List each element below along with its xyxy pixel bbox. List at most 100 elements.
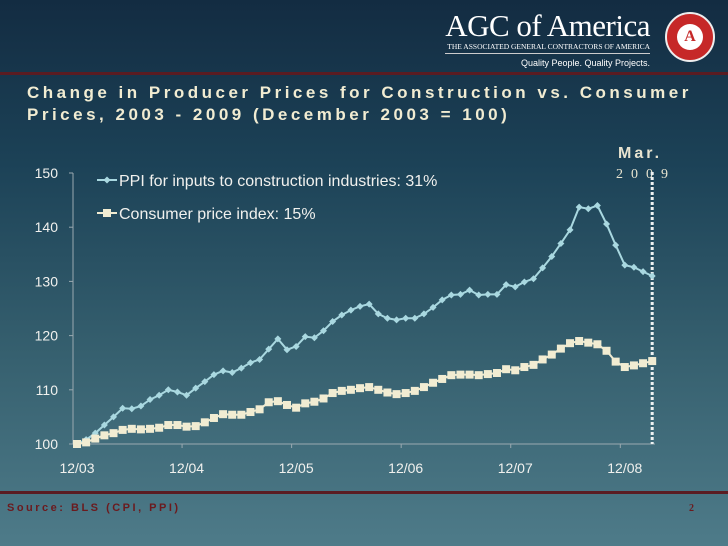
ppi-point bbox=[539, 264, 547, 272]
ppi-point bbox=[648, 272, 656, 280]
ppi-point bbox=[420, 310, 428, 318]
ppi-point bbox=[274, 335, 282, 343]
ppi-point bbox=[438, 296, 446, 304]
chart-title: Change in Producer Prices for Constructi… bbox=[27, 83, 692, 124]
cpi-point bbox=[301, 399, 310, 408]
cpi-point bbox=[520, 363, 529, 372]
ppi-point bbox=[100, 421, 108, 429]
cpi-point bbox=[538, 355, 547, 364]
ppi-point bbox=[630, 263, 638, 271]
cpi-point bbox=[584, 338, 593, 347]
cpi-point bbox=[492, 368, 501, 377]
ppi-point bbox=[511, 283, 519, 291]
cpi-point bbox=[383, 388, 392, 397]
ppi-point bbox=[575, 203, 583, 211]
y-tick-label: 120 bbox=[35, 328, 59, 344]
ppi-point bbox=[119, 404, 127, 412]
legend-label: PPI for inputs to construction industrie… bbox=[119, 173, 437, 190]
ppi-point bbox=[411, 314, 419, 322]
cpi-point bbox=[228, 410, 237, 419]
cpi-point bbox=[328, 389, 337, 398]
cpi-point bbox=[566, 339, 575, 348]
cpi-point bbox=[639, 359, 648, 368]
cpi-point bbox=[82, 438, 91, 447]
cpi-point bbox=[593, 340, 602, 349]
cpi-point bbox=[237, 410, 246, 419]
ppi-point bbox=[429, 303, 437, 311]
ppi-point bbox=[566, 226, 574, 234]
cpi-point bbox=[511, 366, 520, 375]
ppi-point bbox=[219, 367, 227, 375]
cpi-point bbox=[255, 405, 264, 414]
ppi-point bbox=[374, 310, 382, 318]
cpi-point bbox=[346, 385, 355, 394]
ppi-point bbox=[557, 239, 565, 247]
cpi-point bbox=[648, 357, 657, 366]
x-tick-label: 12/03 bbox=[59, 460, 94, 476]
ppi-point bbox=[246, 359, 254, 367]
ppi-point bbox=[347, 306, 355, 314]
cpi-point bbox=[182, 422, 191, 431]
x-tick-label: 12/08 bbox=[607, 460, 642, 476]
cpi-point bbox=[465, 370, 474, 379]
cpi-point bbox=[474, 371, 483, 380]
logo-name: AGC of America bbox=[445, 8, 650, 43]
ppi-point bbox=[520, 278, 528, 286]
cpi-point bbox=[273, 397, 282, 406]
cpi-point bbox=[118, 425, 127, 434]
cpi-point bbox=[438, 374, 447, 383]
ppi-point bbox=[475, 291, 483, 299]
cpi-point bbox=[365, 383, 374, 392]
cpi-point bbox=[337, 386, 346, 395]
ppi-point bbox=[338, 311, 346, 319]
cpi-point bbox=[502, 365, 511, 374]
cpi-point bbox=[556, 344, 565, 353]
ppi-point bbox=[639, 268, 647, 276]
cpi-point bbox=[109, 429, 118, 438]
legend-diamond-icon bbox=[103, 176, 111, 184]
cpi-point bbox=[429, 378, 438, 387]
ppi-point bbox=[603, 220, 611, 228]
cpi-point bbox=[620, 363, 629, 372]
ppi-point bbox=[329, 318, 337, 326]
cpi-point bbox=[356, 384, 365, 393]
cpi-point bbox=[73, 440, 81, 448]
ppi-point bbox=[530, 275, 537, 283]
cpi-point bbox=[456, 370, 465, 379]
ppi-point bbox=[237, 364, 245, 372]
ppi-point bbox=[456, 290, 464, 298]
cpi-point bbox=[319, 394, 328, 403]
y-tick-label: 150 bbox=[35, 165, 59, 181]
cpi-point bbox=[164, 421, 173, 430]
ppi-point bbox=[548, 252, 556, 260]
legend-square-icon bbox=[103, 209, 111, 217]
cpi-point bbox=[200, 418, 209, 427]
ppi-point bbox=[365, 300, 373, 308]
ppi-point bbox=[164, 386, 172, 394]
ppi-point bbox=[201, 378, 209, 386]
ppi-point bbox=[466, 286, 474, 294]
x-tick-label: 12/07 bbox=[498, 460, 533, 476]
cpi-point bbox=[191, 422, 200, 431]
ppi-point bbox=[393, 316, 401, 324]
ppi-point bbox=[283, 346, 291, 354]
cpi-point bbox=[246, 408, 255, 417]
cpi-point bbox=[173, 421, 182, 430]
cpi-point bbox=[282, 400, 291, 409]
ppi-point bbox=[593, 202, 601, 210]
ppi-point bbox=[320, 327, 328, 335]
x-tick-label: 12/04 bbox=[169, 460, 204, 476]
cpi-point bbox=[264, 398, 273, 407]
cpi-point bbox=[529, 360, 538, 369]
logo-tagline: Quality People. Quality Projects. bbox=[520, 58, 650, 68]
annotation-month: Mar. bbox=[618, 145, 663, 162]
cpi-point bbox=[219, 410, 228, 419]
ppi-point bbox=[356, 302, 364, 310]
legend-label: Consumer price index: 15% bbox=[119, 206, 316, 223]
ppi-point bbox=[484, 290, 492, 298]
source-note: Source: BLS (CPI, PPI) bbox=[7, 502, 181, 514]
ppi-point bbox=[183, 391, 191, 399]
cpi-point bbox=[611, 357, 620, 366]
cpi-point bbox=[410, 386, 419, 395]
